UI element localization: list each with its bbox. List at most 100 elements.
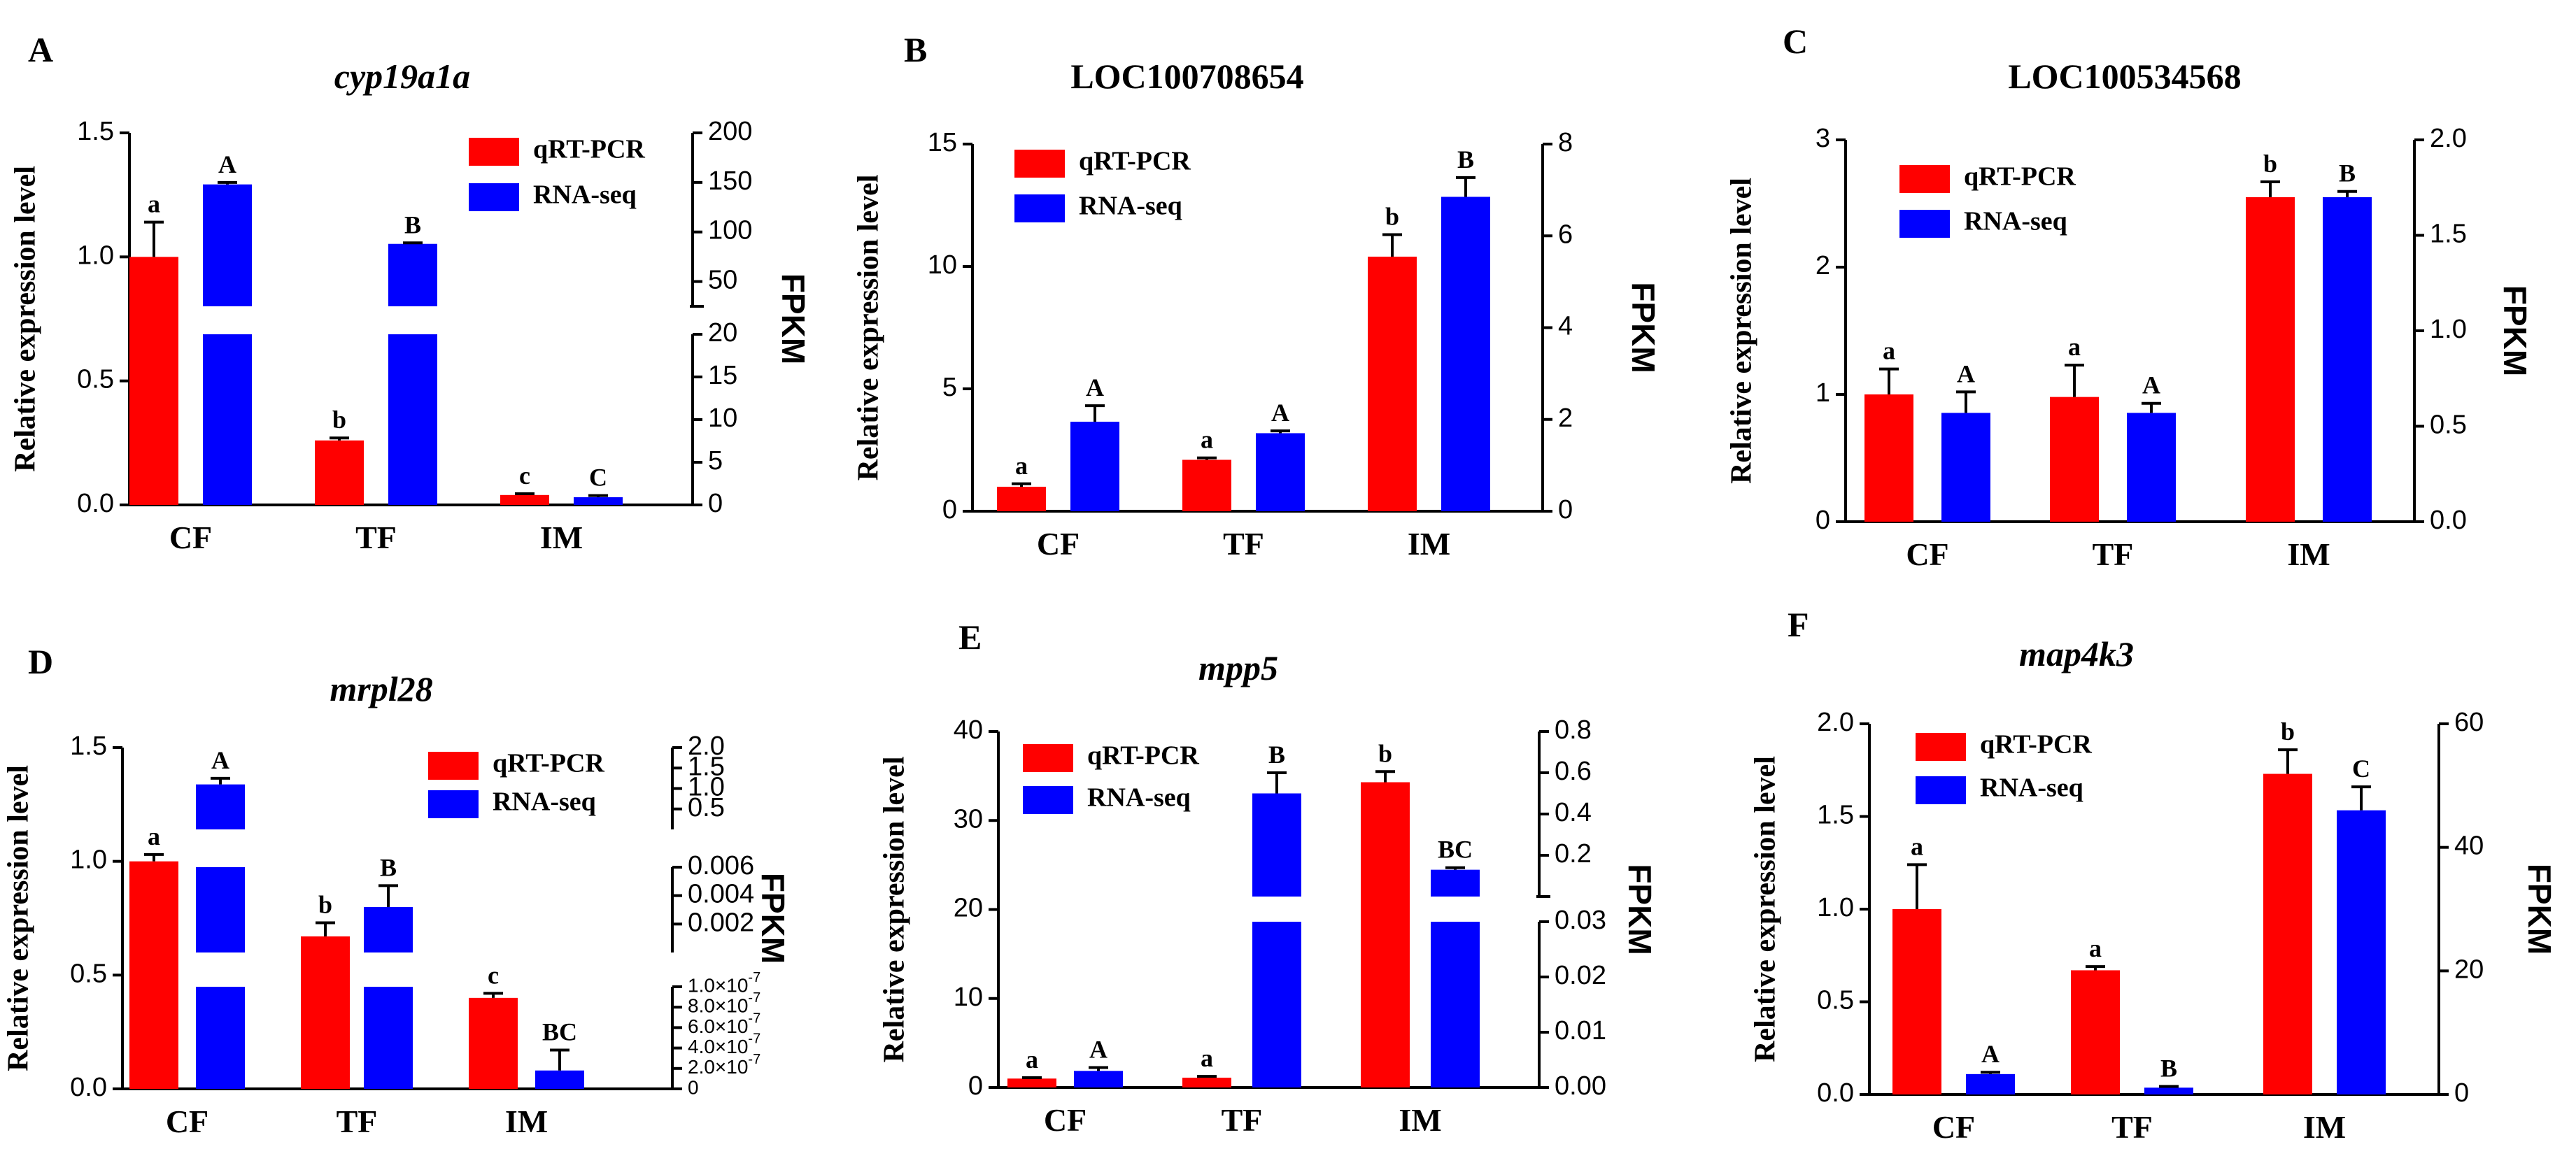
category-label: TF	[1222, 1102, 1263, 1138]
bar-rna-seq	[1941, 413, 1990, 522]
y-axis-label: Relative expression level	[3, 765, 35, 1071]
significance-letter: a	[1883, 337, 1895, 365]
legend-swatch	[1023, 786, 1073, 814]
bar-qrt-pcr	[1361, 782, 1410, 1087]
right-tick-label: 200	[708, 117, 752, 146]
bar-qrt-pcr	[500, 494, 549, 505]
significance-letter: c	[519, 462, 530, 490]
category-label: TF	[2111, 1109, 2153, 1145]
significance-letter: a	[148, 822, 160, 850]
category-label: CF	[1037, 526, 1080, 562]
significance-letter: b	[318, 891, 332, 919]
bar-qrt-pcr	[2263, 773, 2312, 1094]
significance-letter: B	[380, 853, 397, 881]
category-label: CF	[1906, 536, 1948, 572]
right-tick-label: 50	[708, 266, 737, 295]
right-tick-label: 0.03	[1555, 906, 1606, 935]
left-tick-label: 20	[954, 894, 983, 923]
significance-letter: a	[1911, 832, 1923, 860]
bar-qrt-pcr	[1007, 1078, 1056, 1087]
legend-label: qRT-PCR	[493, 749, 604, 778]
left-tick-label: 0.0	[70, 1073, 107, 1102]
bar-qrt-pcr	[129, 257, 178, 505]
right-tick-label: 0.0	[2430, 506, 2467, 535]
left-tick-label: 10	[954, 983, 983, 1012]
bar-qrt-pcr	[315, 440, 364, 505]
left-tick-label: 1.5	[77, 117, 114, 146]
left-tick-label: 2.0	[1817, 708, 1854, 737]
bar-rna-seq	[1252, 793, 1301, 1087]
axis-break-gap	[387, 306, 439, 334]
legend-swatch	[428, 790, 479, 818]
category-label: TF	[1223, 526, 1264, 562]
category-label: IM	[540, 520, 583, 555]
y-axis-label: Relative expression level	[1726, 178, 1758, 484]
right-tick-label: 0	[1558, 495, 1573, 525]
axis-break-gap	[194, 952, 246, 987]
y2-axis-label: FPKM	[2497, 285, 2533, 376]
right-tick-label: 0.006	[688, 851, 754, 880]
exponent: -7	[748, 970, 760, 985]
right-tick-label: 0	[708, 489, 723, 518]
right-tick-label: 0.004	[688, 880, 754, 909]
category-label: IM	[2287, 536, 2330, 572]
significance-letter: A	[1957, 359, 1975, 387]
chart-title: mpp5	[1198, 648, 1278, 687]
bar-qrt-pcr	[1892, 909, 1941, 1094]
right-tick-label: 0.6	[1555, 757, 1592, 786]
right-tick-label: 0.2	[1555, 839, 1592, 869]
panel-label: C	[1783, 22, 1808, 61]
significance-letter: a	[1201, 1044, 1213, 1072]
significance-letter: A	[1086, 373, 1104, 401]
category-label: TF	[2093, 536, 2134, 572]
left-tick-label: 0.5	[77, 365, 114, 394]
bar-qrt-pcr	[2050, 397, 2099, 522]
panel-label: B	[904, 30, 927, 69]
legend-swatch	[1899, 210, 1950, 238]
axis-break-gap	[362, 952, 414, 987]
axis-break-gap	[1251, 897, 1303, 922]
right-tick-label: 1.5	[2430, 220, 2467, 249]
left-tick-label: 1.0	[70, 845, 107, 875]
significance-letter: B	[1457, 145, 1474, 173]
legend-label: qRT-PCR	[1964, 162, 2076, 192]
legend-swatch	[1014, 150, 1065, 178]
legend-swatch	[469, 138, 519, 166]
significance-letter: b	[2263, 150, 2277, 178]
right-tick-label: 15	[708, 361, 737, 390]
chart-title: cyp19a1a	[334, 57, 470, 96]
left-tick-label: 1.5	[1817, 801, 1854, 830]
bar-qrt-pcr	[301, 936, 350, 1089]
right-tick-label: 0	[688, 1076, 699, 1098]
left-tick-label: 0.5	[1817, 986, 1854, 1015]
panel-label: E	[958, 618, 982, 657]
y2-axis-label: FPKM	[1622, 864, 1658, 955]
significance-letter: A	[1089, 1036, 1107, 1064]
bar-qrt-pcr	[1864, 394, 1913, 522]
right-tick-label: 8	[1558, 128, 1573, 157]
right-tick-label: 5	[708, 446, 723, 476]
bar-rna-seq	[1441, 197, 1490, 511]
significance-letter: BC	[542, 1018, 577, 1046]
right-tick-label: 2	[1558, 404, 1573, 433]
right-tick-label: 0.8	[1555, 715, 1592, 745]
right-tick-label: 150	[708, 166, 752, 196]
panel-label: F	[1788, 605, 1809, 644]
significance-letter: a	[1201, 426, 1213, 454]
legend-label: qRT-PCR	[1980, 730, 2092, 759]
right-tick-label: 0.002	[688, 908, 754, 937]
bar-qrt-pcr	[1182, 459, 1231, 511]
y-axis-label: Relative expression level	[853, 175, 885, 481]
right-tick-label: 1.0	[2430, 315, 2467, 344]
right-tick-label: 0.4	[1555, 798, 1592, 827]
right-tick-label: 2.0	[688, 732, 725, 761]
bar-rna-seq	[2144, 1087, 2193, 1094]
right-tick-label: 20	[2454, 955, 2484, 984]
panel-c: C LOC100534568 0 1 2 3 Relative expression lev…	[1726, 22, 2533, 572]
right-tick-label: 4	[1558, 312, 1573, 341]
legend-label: RNA-seq	[1980, 773, 2083, 803]
significance-letter: b	[332, 406, 346, 434]
category-label: CF	[1044, 1102, 1087, 1138]
